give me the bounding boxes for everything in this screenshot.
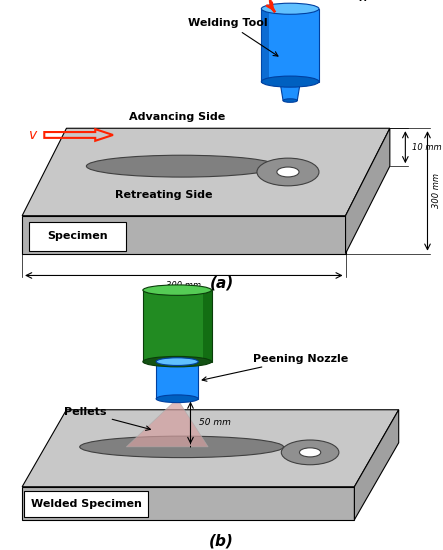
Text: 10 mm: 10 mm [412,142,442,152]
Text: $\mathit{v}$: $\mathit{v}$ [28,128,39,142]
Polygon shape [346,128,390,254]
Ellipse shape [281,440,339,465]
Text: (a): (a) [210,275,233,290]
Polygon shape [143,290,212,362]
Ellipse shape [156,395,198,403]
Text: Welded Specimen: Welded Specimen [31,499,142,509]
Text: 300 mm: 300 mm [432,173,441,208]
Polygon shape [22,410,399,487]
Ellipse shape [299,448,321,457]
Ellipse shape [283,99,297,102]
Ellipse shape [143,356,212,367]
Ellipse shape [86,155,277,177]
Polygon shape [280,85,300,101]
Ellipse shape [80,436,284,458]
FancyBboxPatch shape [29,222,126,251]
Polygon shape [156,362,198,399]
Text: 300 mm: 300 mm [166,281,202,290]
Text: $\mathit{w}$: $\mathit{w}$ [357,0,370,4]
Text: Pellets: Pellets [64,407,150,430]
Text: Advancing Side: Advancing Side [129,112,225,122]
Text: Welding Tool: Welding Tool [188,18,278,56]
Polygon shape [22,216,346,254]
Polygon shape [22,128,390,216]
Ellipse shape [261,3,319,14]
Text: (b): (b) [209,534,234,549]
Polygon shape [261,9,319,81]
Text: 50 mm: 50 mm [199,419,231,427]
Text: Retreating Side: Retreating Side [115,190,213,200]
Ellipse shape [257,158,319,186]
FancyBboxPatch shape [24,491,148,517]
Text: Peening Nozzle: Peening Nozzle [202,354,348,381]
Polygon shape [354,410,399,520]
Ellipse shape [156,358,198,365]
Polygon shape [22,487,354,520]
Ellipse shape [261,76,319,87]
Text: Specimen: Specimen [47,231,108,241]
Ellipse shape [143,285,212,295]
Polygon shape [203,290,212,362]
Polygon shape [126,399,208,447]
Ellipse shape [277,167,299,177]
Polygon shape [261,9,269,81]
